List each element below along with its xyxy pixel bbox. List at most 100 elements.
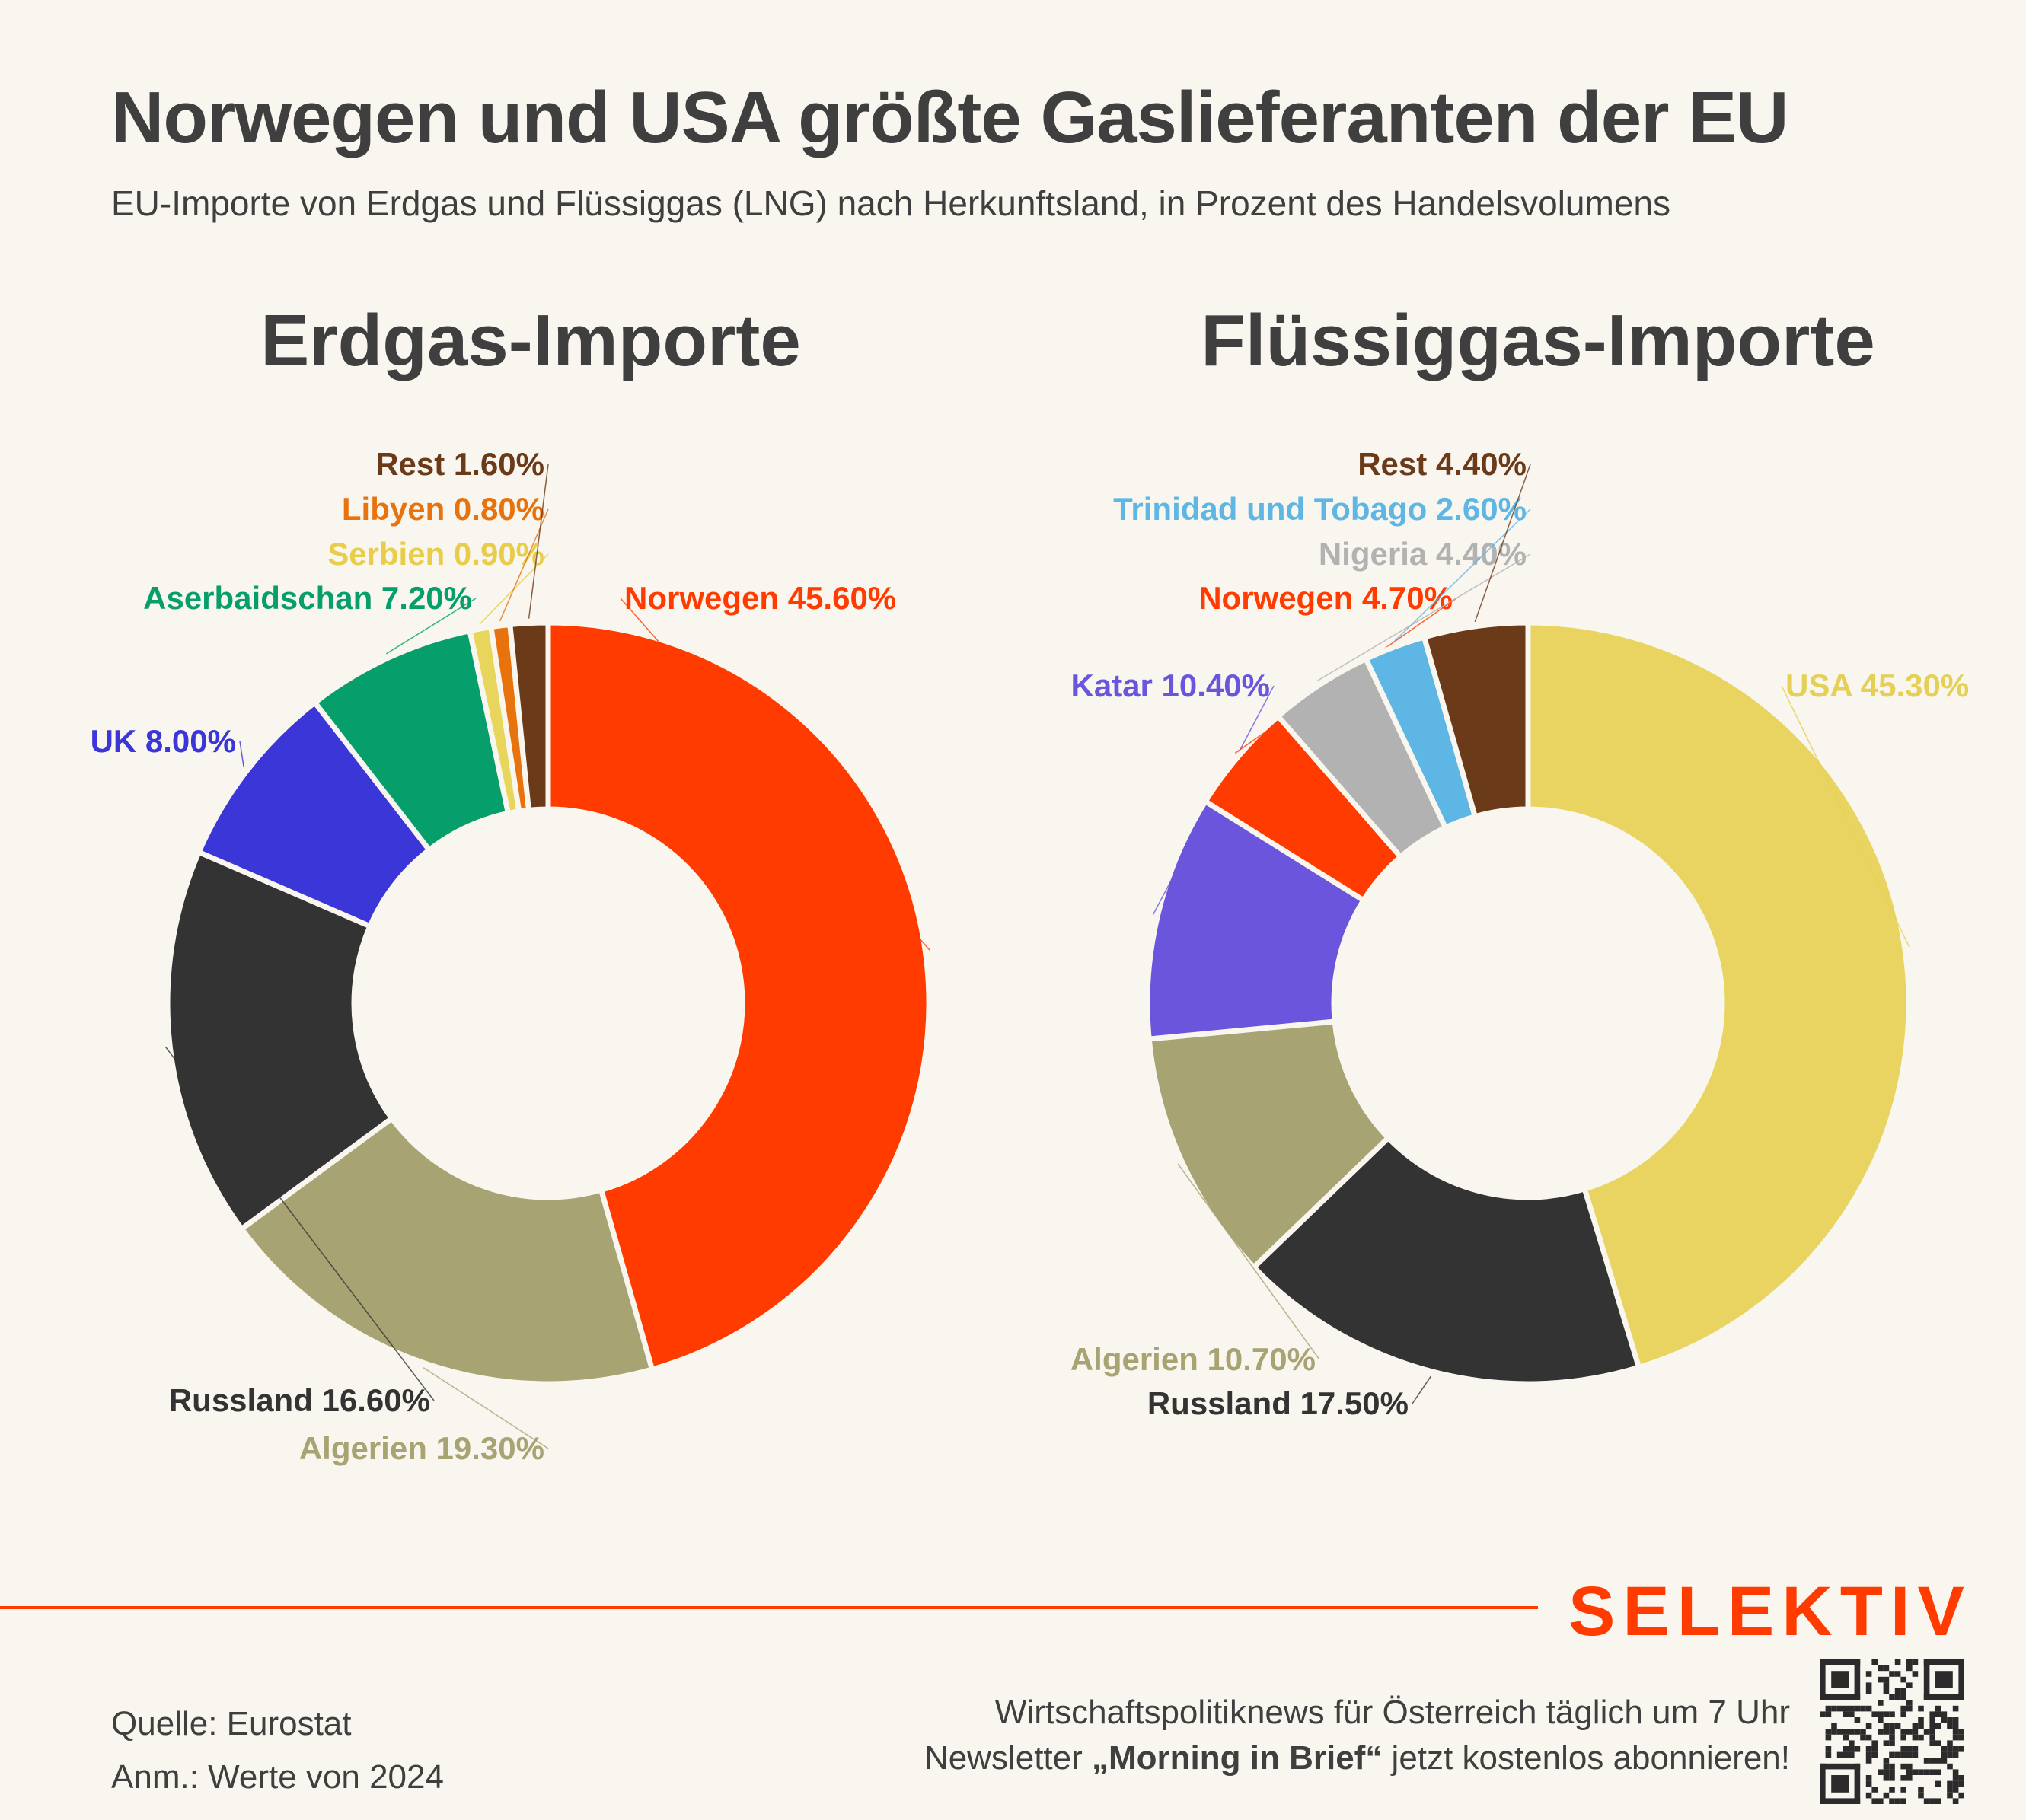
qr-module	[1871, 1659, 1878, 1665]
qr-module	[1889, 1769, 1895, 1775]
qr-module	[1825, 1751, 1832, 1758]
qr-module	[1871, 1751, 1878, 1758]
qr-module	[1894, 1723, 1901, 1729]
qr-module	[1935, 1705, 1941, 1712]
qr-module	[1912, 1659, 1919, 1665]
data-label-norwegen: Norwegen 45.60%	[624, 580, 896, 616]
qr-module	[1836, 1705, 1843, 1712]
qr-module	[1889, 1787, 1895, 1793]
qr-module	[1900, 1763, 1906, 1770]
promo-line-2[interactable]: Newsletter „Morning in Brief“ jetzt kost…	[924, 1739, 1790, 1777]
qr-module	[1878, 1717, 1884, 1723]
qr-module	[1941, 1717, 1948, 1723]
qr-module	[1947, 1723, 1953, 1729]
qr-finder	[1854, 1763, 1861, 1804]
slice-norwegen[interactable]	[545, 620, 932, 1372]
qr-module	[1843, 1751, 1849, 1758]
qr-module	[1889, 1694, 1895, 1700]
qr-finder	[1831, 1775, 1849, 1793]
qr-module	[1865, 1780, 1872, 1787]
leader-line-trinidad-und-tobago	[1393, 508, 1531, 643]
donut-chart-fl-ssiggas-importe: Flüssiggas-Importe USA 45.30% Russland 17.…	[1070, 300, 1969, 1421]
qr-module	[1906, 1746, 1913, 1752]
qr-module	[1831, 1705, 1837, 1712]
qr-module	[1923, 1798, 1930, 1804]
slice-rest[interactable]	[1421, 620, 1531, 820]
newsletter-name[interactable]: „Morning in Brief“	[1092, 1739, 1383, 1777]
qr-module	[1883, 1729, 1890, 1735]
divider-line	[0, 1606, 1538, 1609]
qr-module	[1889, 1734, 1895, 1741]
qr-module	[1906, 1682, 1913, 1688]
leader-line-nigeria	[1317, 553, 1531, 681]
qr-code-icon[interactable]	[1820, 1659, 1964, 1804]
qr-module	[1894, 1694, 1901, 1700]
qr-module	[1947, 1751, 1953, 1758]
slice-rest[interactable]	[507, 620, 551, 813]
data-label-algerien: Algerien 10.70%	[1070, 1341, 1316, 1377]
data-label-usa: USA 45.30%	[1785, 668, 1969, 703]
qr-module	[1843, 1705, 1849, 1712]
qr-module	[1958, 1734, 1964, 1741]
qr-module	[1947, 1740, 1953, 1746]
qr-module	[1941, 1711, 1948, 1717]
qr-module	[1854, 1705, 1861, 1712]
qr-module	[1912, 1769, 1919, 1775]
qr-module	[1825, 1734, 1832, 1741]
slice-russland[interactable]	[164, 849, 395, 1232]
qr-module	[1865, 1723, 1872, 1729]
qr-module	[1878, 1729, 1884, 1735]
data-label-trinidad-und-tobago: Trinidad und Tobago 2.60%	[1113, 491, 1527, 527]
qr-module	[1889, 1763, 1895, 1770]
qr-module	[1849, 1729, 1855, 1735]
qr-module	[1900, 1711, 1906, 1717]
qr-module	[1929, 1734, 1935, 1741]
qr-module	[1918, 1787, 1924, 1793]
qr-module	[1900, 1746, 1906, 1752]
qr-module	[1900, 1734, 1906, 1741]
data-label-russland: Russland 17.50%	[1147, 1385, 1409, 1421]
qr-module	[1947, 1763, 1953, 1770]
qr-finder	[1820, 1659, 1826, 1700]
slice-algerien[interactable]	[238, 1115, 655, 1387]
qr-module	[1900, 1787, 1906, 1793]
qr-module	[1843, 1734, 1849, 1741]
qr-module	[1935, 1740, 1941, 1746]
slice-katar[interactable]	[1144, 798, 1367, 1042]
qr-module	[1952, 1729, 1959, 1735]
qr-module	[1900, 1775, 1906, 1781]
qr-module	[1889, 1740, 1895, 1746]
data-label-russland: Russland 16.60%	[169, 1382, 430, 1418]
qr-module	[1952, 1787, 1959, 1793]
qr-module	[1912, 1723, 1919, 1729]
qr-module	[1883, 1682, 1890, 1688]
qr-module	[1883, 1665, 1890, 1672]
leader-line-russland	[164, 1046, 435, 1401]
qr-finder	[1820, 1694, 1861, 1700]
qr-module	[1906, 1700, 1913, 1706]
slice-usa[interactable]	[1525, 620, 1912, 1370]
qr-module	[1878, 1676, 1884, 1683]
qr-module	[1906, 1751, 1913, 1758]
qr-module	[1900, 1729, 1906, 1735]
qr-module	[1894, 1688, 1901, 1694]
qr-module	[1889, 1671, 1895, 1677]
qr-module	[1860, 1734, 1866, 1741]
qr-module	[1929, 1717, 1935, 1723]
qr-module	[1831, 1723, 1837, 1729]
qr-module	[1865, 1734, 1872, 1741]
qr-module	[1849, 1740, 1855, 1746]
qr-module	[1935, 1758, 1941, 1764]
qr-module	[1883, 1775, 1890, 1781]
leader-line-russland	[1412, 1375, 1432, 1404]
qr-module	[1918, 1769, 1924, 1775]
qr-module	[1849, 1705, 1855, 1712]
qr-module	[1883, 1711, 1890, 1717]
qr-module	[1947, 1787, 1953, 1793]
qr-module	[1929, 1798, 1935, 1804]
qr-module	[1825, 1711, 1832, 1717]
qr-module	[1935, 1723, 1941, 1729]
slice-russland[interactable]	[1251, 1135, 1642, 1387]
data-label-rest: Rest 1.60%	[375, 446, 544, 482]
